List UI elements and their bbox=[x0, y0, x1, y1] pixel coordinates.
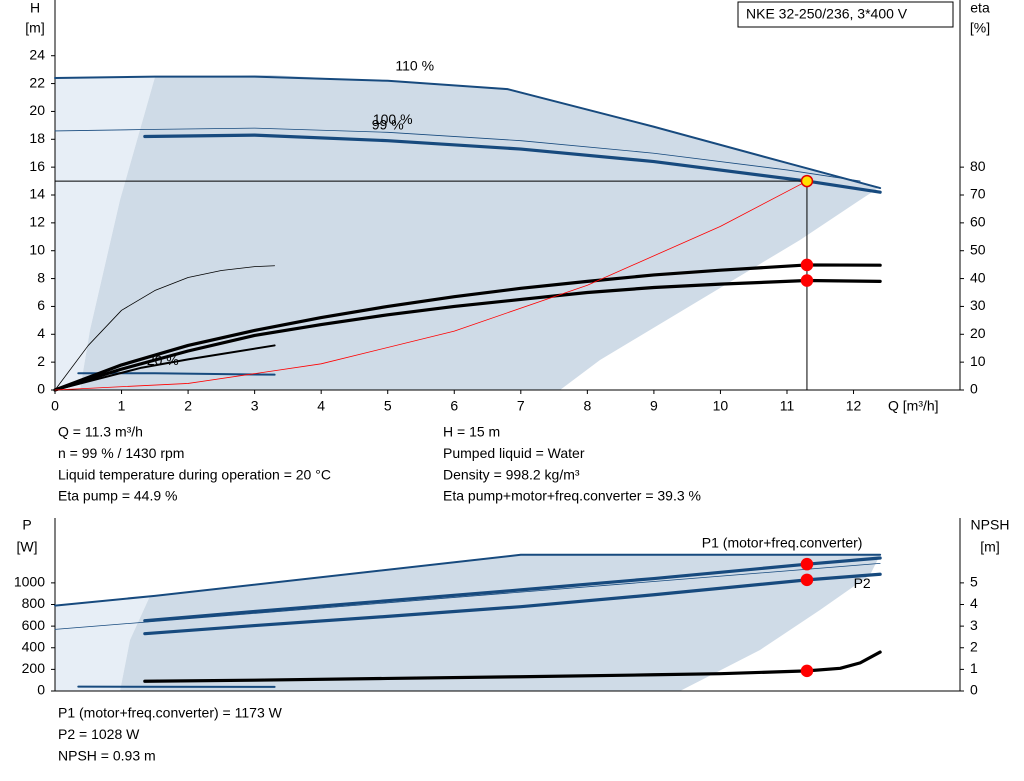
y2-tick-label: 3 bbox=[970, 617, 978, 633]
operating-point bbox=[800, 573, 814, 587]
x-tick-label: 3 bbox=[251, 398, 259, 414]
operating-point bbox=[800, 274, 814, 287]
title-box bbox=[737, 1, 954, 28]
info-text: n = 99 % / 1430 rpm bbox=[58, 445, 184, 461]
x-tick-label: 9 bbox=[650, 398, 658, 414]
y2-tick-label: 10 bbox=[970, 353, 986, 369]
curve bbox=[53, 278, 882, 392]
y2-tick-label: 5 bbox=[970, 574, 978, 590]
curve bbox=[54, 563, 881, 630]
curve-label: 110 % bbox=[395, 57, 434, 73]
curve-label: 99 % bbox=[372, 116, 404, 132]
info-text: Density = 998.2 kg/m³ bbox=[443, 466, 580, 482]
y-tick-label: 6 bbox=[37, 297, 45, 313]
y2-tick-label: 40 bbox=[970, 269, 986, 285]
curve bbox=[54, 180, 808, 391]
curve bbox=[143, 650, 882, 683]
y2-tick-label: 80 bbox=[970, 158, 986, 174]
y2-tick-label: 60 bbox=[970, 214, 986, 230]
curve bbox=[53, 263, 882, 392]
y-tick-label: 0 bbox=[37, 682, 45, 698]
y-tick-label: 12 bbox=[29, 214, 45, 230]
y-axis-label: P bbox=[22, 517, 31, 533]
info-text: Eta pump+motor+freq.converter = 39.3 % bbox=[443, 488, 701, 504]
y2-tick-label: 50 bbox=[970, 241, 986, 257]
y-tick-label: 800 bbox=[22, 595, 46, 611]
operating-point bbox=[800, 557, 814, 571]
y2-axis-label: NPSH bbox=[971, 517, 1010, 533]
range-area-light bbox=[55, 77, 155, 390]
y-tick-label: 1000 bbox=[14, 574, 45, 590]
chart-title: NKE 32-250/236, 3*400 V bbox=[746, 6, 908, 22]
x-tick-label: 2 bbox=[184, 398, 192, 414]
operating-point bbox=[800, 258, 814, 272]
y-tick-label: 200 bbox=[22, 660, 46, 676]
info-text: Q = 11.3 m³/h bbox=[58, 424, 143, 440]
y-tick-label: 16 bbox=[29, 158, 45, 174]
info-text: Eta pump = 44.9 % bbox=[58, 488, 177, 504]
info-text: NPSH = 0.93 m bbox=[58, 747, 156, 763]
x-tick-label: 4 bbox=[317, 398, 325, 414]
y-tick-label: 4 bbox=[37, 325, 45, 341]
x-tick-label: 0 bbox=[51, 398, 59, 414]
y-axis-label: H bbox=[30, 0, 40, 16]
y2-axis-unit: [m] bbox=[980, 539, 999, 555]
curve-label: P1 (motor+freq.converter) bbox=[702, 534, 863, 550]
y2-tick-label: 2 bbox=[970, 638, 978, 654]
operating-point bbox=[800, 174, 814, 188]
info-text: Liquid temperature during operation = 20… bbox=[58, 466, 331, 482]
x-tick-label: 11 bbox=[780, 398, 795, 414]
curve-label: P2 bbox=[854, 575, 871, 591]
y-tick-label: 400 bbox=[22, 638, 46, 654]
y-tick-label: 600 bbox=[22, 617, 46, 633]
curve bbox=[54, 75, 882, 190]
x-tick-label: 6 bbox=[450, 398, 458, 414]
y-axis-unit: [W] bbox=[17, 539, 38, 555]
x-tick-label: 1 bbox=[118, 398, 126, 414]
range-area-light bbox=[55, 596, 150, 691]
x-tick-label: 8 bbox=[583, 398, 591, 414]
info-text: H = 15 m bbox=[443, 424, 500, 440]
y2-tick-label: 0 bbox=[970, 381, 978, 397]
curve bbox=[54, 265, 275, 391]
curve bbox=[54, 553, 882, 607]
y2-axis-label: eta bbox=[970, 0, 990, 16]
y2-tick-label: 30 bbox=[970, 297, 986, 313]
operating-point bbox=[800, 664, 814, 678]
y-tick-label: 24 bbox=[29, 46, 45, 62]
curve bbox=[54, 344, 276, 391]
range-area bbox=[80, 75, 880, 390]
x-tick-label: 7 bbox=[517, 398, 525, 414]
y2-tick-label: 1 bbox=[970, 660, 978, 676]
curve-label: 100 % bbox=[373, 111, 413, 127]
curve bbox=[54, 127, 861, 182]
y-axis-unit: [m] bbox=[25, 20, 44, 36]
y-tick-label: 14 bbox=[29, 186, 45, 202]
y2-tick-label: 0 bbox=[970, 682, 978, 698]
info-text: P2 = 1028 W bbox=[58, 726, 140, 742]
y2-tick-label: 70 bbox=[970, 186, 986, 202]
range-area bbox=[120, 555, 880, 691]
y2-tick-label: 4 bbox=[970, 595, 978, 611]
y-tick-label: 18 bbox=[29, 130, 45, 146]
y-tick-label: 10 bbox=[29, 241, 45, 257]
y-tick-label: 0 bbox=[37, 381, 45, 397]
info-text: P1 (motor+freq.converter) = 1173 W bbox=[58, 705, 283, 721]
x-tick-label: 12 bbox=[846, 398, 862, 414]
y2-tick-label: 20 bbox=[970, 325, 986, 341]
y2-axis-unit: [%] bbox=[970, 20, 990, 36]
y-tick-label: 2 bbox=[37, 353, 45, 369]
y-tick-label: 8 bbox=[37, 269, 45, 285]
x-axis-label: Q [m³/h] bbox=[888, 398, 939, 414]
y-tick-label: 20 bbox=[29, 102, 45, 118]
x-tick-label: 5 bbox=[384, 398, 392, 414]
x-tick-label: 10 bbox=[713, 398, 729, 414]
info-text: Pumped liquid = Water bbox=[443, 445, 585, 461]
y-tick-label: 22 bbox=[29, 74, 45, 90]
